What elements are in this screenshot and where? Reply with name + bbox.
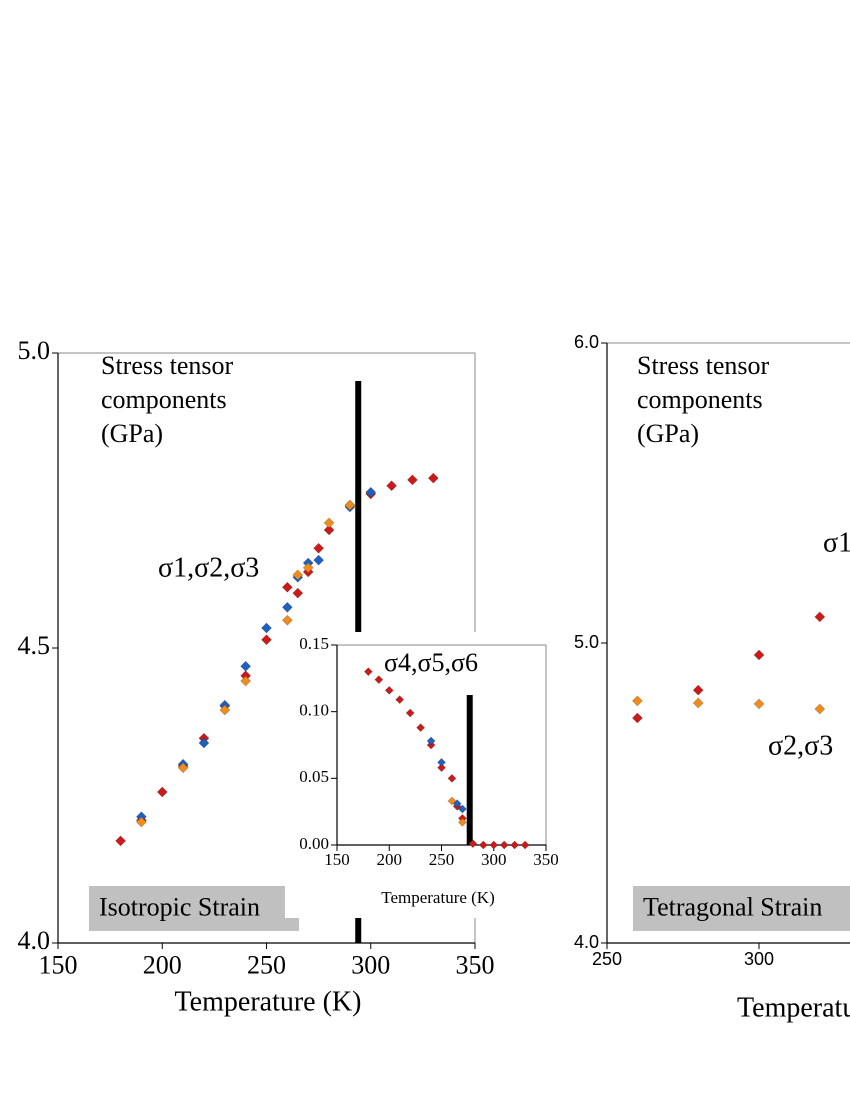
data-point xyxy=(281,614,293,626)
data-point xyxy=(386,480,398,492)
panel-label-box xyxy=(89,886,299,931)
data-point xyxy=(426,736,436,746)
inset-background xyxy=(285,632,563,918)
panel-label-box xyxy=(633,886,850,931)
data-point xyxy=(292,569,304,581)
y-tick-label: 0.00 xyxy=(299,834,329,853)
data-point xyxy=(240,675,252,687)
data-point xyxy=(395,695,405,705)
y-axis-label: Stress tensor xyxy=(101,351,234,380)
x-axis-label: Temperature (K) xyxy=(737,992,850,1023)
data-point xyxy=(323,517,335,529)
data-point xyxy=(292,587,304,599)
x-tick-label: 300 xyxy=(481,850,507,869)
data-point xyxy=(156,786,168,798)
data-point xyxy=(240,660,252,672)
y-tick-label: 0.10 xyxy=(299,701,329,720)
data-point xyxy=(457,817,467,827)
data-point xyxy=(177,762,189,774)
data-point xyxy=(489,840,499,850)
data-point xyxy=(344,499,356,511)
x-tick-label: 250 xyxy=(429,850,455,869)
data-point xyxy=(365,486,377,498)
y-tick-label: 5.0 xyxy=(574,632,599,652)
data-point xyxy=(313,554,325,566)
data-point xyxy=(457,804,467,814)
y-axis-label: (GPa) xyxy=(637,419,699,448)
y-axis-label: components xyxy=(637,385,763,414)
data-point xyxy=(427,472,439,484)
panel-label: Isotropic Strain xyxy=(99,892,260,921)
x-axis-label: Temperature (K) xyxy=(175,986,362,1017)
data-point xyxy=(302,562,314,574)
y-tick-label: 0.05 xyxy=(299,767,329,786)
data-point xyxy=(281,581,293,593)
x-tick-label: 200 xyxy=(143,951,182,980)
data-point xyxy=(261,622,272,634)
x-axis-label: Temperature (K) xyxy=(381,888,495,907)
x-tick-label: 300 xyxy=(744,949,774,969)
x-tick-label: 350 xyxy=(533,850,559,869)
data-point xyxy=(219,704,231,716)
data-point xyxy=(447,796,457,806)
y-tick-label: 4.5 xyxy=(18,631,51,660)
data-point xyxy=(115,835,126,847)
y-tick-label: 4.0 xyxy=(18,926,51,955)
x-tick-label: 350 xyxy=(456,951,495,980)
data-point xyxy=(753,649,765,661)
y-tick-label: 4.0 xyxy=(574,932,599,952)
data-point xyxy=(631,695,643,707)
data-point xyxy=(437,757,446,767)
series-label: σ1,σ2,σ3 xyxy=(158,552,259,583)
x-tick-label: 250 xyxy=(247,951,286,980)
data-point xyxy=(468,839,478,849)
series-label: σ1 xyxy=(823,527,850,558)
data-point xyxy=(499,840,509,850)
series-label: σ4,σ5,σ6 xyxy=(384,648,478,677)
data-point xyxy=(692,684,704,696)
data-point xyxy=(416,723,426,733)
data-point xyxy=(478,840,488,850)
x-tick-label: 150 xyxy=(39,951,78,980)
data-point xyxy=(261,634,272,646)
data-point xyxy=(405,708,415,718)
data-point xyxy=(520,840,530,850)
x-tick-label: 150 xyxy=(324,850,350,869)
data-point xyxy=(753,698,765,710)
data-point xyxy=(510,840,520,850)
data-point xyxy=(814,611,826,623)
y-tick-label: 6.0 xyxy=(574,332,599,352)
data-point xyxy=(384,685,394,695)
data-point xyxy=(135,816,147,828)
y-tick-label: 5.0 xyxy=(18,336,51,365)
data-point xyxy=(323,524,335,536)
panel-label: Tetragonal Strain xyxy=(643,892,822,921)
data-point xyxy=(198,737,210,749)
data-point xyxy=(363,667,373,677)
data-point xyxy=(407,474,418,486)
data-point xyxy=(692,697,704,709)
data-point xyxy=(447,773,457,783)
y-axis-label: Stress tensor xyxy=(637,351,770,380)
series-label: σ2,σ3 xyxy=(768,730,833,761)
y-axis-label: components xyxy=(101,385,227,414)
y-tick-label: 0.15 xyxy=(299,634,329,653)
x-tick-label: 200 xyxy=(377,850,403,869)
x-tick-label: 300 xyxy=(351,951,390,980)
data-point xyxy=(631,712,643,724)
data-point xyxy=(374,675,384,685)
data-point xyxy=(814,703,826,715)
data-point xyxy=(281,601,293,613)
data-point xyxy=(313,542,325,554)
x-tick-label: 250 xyxy=(592,949,622,969)
data-point xyxy=(437,763,446,773)
y-axis-label: (GPa) xyxy=(101,419,163,448)
